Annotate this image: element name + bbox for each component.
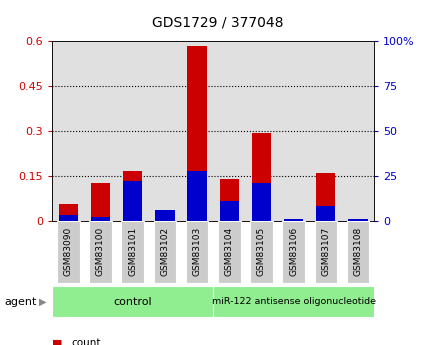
Bar [348, 220, 367, 221]
Bar [348, 219, 367, 221]
Bar [283, 219, 302, 221]
Bar [89, 221, 112, 283]
Bar [185, 221, 208, 283]
Bar [250, 221, 272, 283]
Text: GSM83101: GSM83101 [128, 227, 137, 276]
Bar [59, 215, 78, 221]
Bar [187, 46, 206, 221]
Bar [316, 206, 335, 221]
Bar [187, 170, 206, 221]
Bar [123, 171, 142, 221]
Text: control: control [113, 297, 151, 307]
Bar [91, 184, 110, 221]
Text: agent: agent [4, 297, 36, 307]
Text: GSM83108: GSM83108 [353, 227, 362, 276]
Bar [314, 221, 336, 283]
Bar [283, 220, 302, 221]
Bar [155, 210, 174, 221]
Text: GSM83104: GSM83104 [224, 227, 233, 276]
Bar [121, 221, 144, 283]
Bar [153, 221, 176, 283]
Text: GDS1729 / 377048: GDS1729 / 377048 [151, 16, 283, 30]
Text: GSM83090: GSM83090 [64, 227, 72, 276]
Bar [213, 286, 373, 317]
Bar [219, 179, 238, 221]
Bar [217, 221, 240, 283]
Bar [251, 132, 270, 221]
Bar [52, 286, 213, 317]
Text: GSM83103: GSM83103 [192, 227, 201, 276]
Text: GSM83100: GSM83100 [96, 227, 105, 276]
Text: GSM83102: GSM83102 [160, 227, 169, 276]
Text: ▶: ▶ [39, 297, 46, 307]
Bar [123, 181, 142, 221]
Bar [251, 183, 270, 221]
Bar [59, 204, 78, 221]
Text: ■: ■ [52, 338, 62, 345]
Bar [282, 221, 304, 283]
Bar [155, 218, 174, 221]
Text: miR-122 antisense oligonucleotide: miR-122 antisense oligonucleotide [211, 297, 375, 306]
Bar [91, 217, 110, 221]
Bar [57, 221, 79, 283]
Text: GSM83106: GSM83106 [289, 227, 297, 276]
Text: GSM83107: GSM83107 [321, 227, 329, 276]
Bar [316, 173, 335, 221]
Bar [346, 221, 368, 283]
Bar [219, 201, 238, 221]
Text: count: count [72, 338, 101, 345]
Text: GSM83105: GSM83105 [256, 227, 265, 276]
